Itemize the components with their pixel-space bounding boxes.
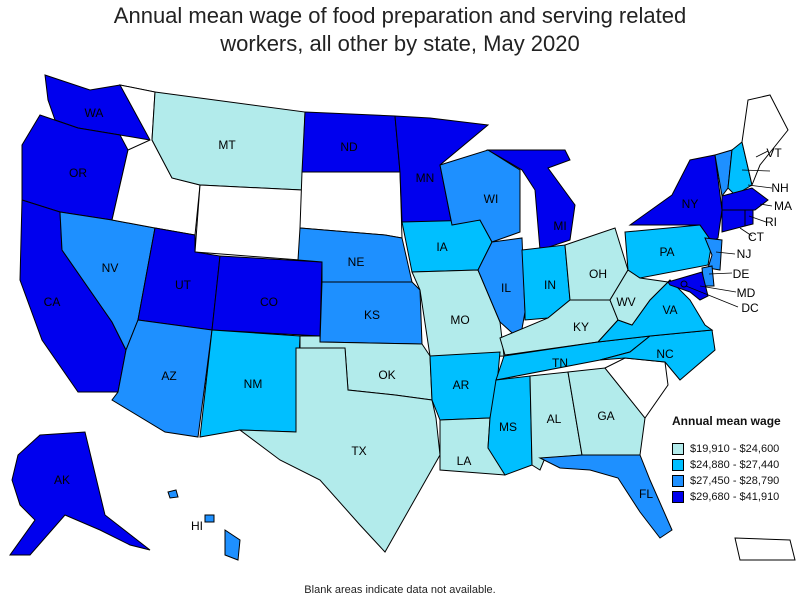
label-NY: NY [682, 197, 699, 211]
state-SC[interactable] [604, 357, 669, 419]
label-MS: MS [499, 420, 517, 434]
label-OK: OK [378, 368, 395, 382]
label-DC: DC [741, 301, 759, 315]
state-HI-islet-2[interactable] [204, 514, 215, 523]
label-NC: NC [656, 347, 674, 361]
label-AK: AK [54, 473, 70, 487]
legend: Annual mean wage $19,910 - $24,600 $24,8… [672, 414, 800, 505]
label-MO: MO [450, 313, 469, 327]
state-NJ[interactable] [704, 237, 723, 271]
state-GA[interactable] [567, 367, 646, 456]
legend-row: $19,910 - $24,600 [672, 441, 800, 457]
label-RI: RI [765, 215, 777, 229]
label-CA: CA [44, 295, 61, 309]
label-OH: OH [589, 267, 607, 281]
state-NC[interactable] [599, 329, 716, 381]
state-SD[interactable] [299, 171, 403, 239]
legend-label: $29,680 - $41,910 [690, 491, 780, 503]
label-KS: KS [364, 308, 380, 322]
label-VA: VA [662, 303, 677, 317]
legend-label: $19,910 - $24,600 [690, 443, 780, 455]
title-line-2: workers, all other by state, May 2020 [220, 31, 580, 56]
label-NV: NV [102, 261, 119, 275]
label-WA: WA [85, 106, 104, 120]
state-MI[interactable] [486, 149, 576, 251]
state-FL[interactable] [538, 454, 673, 539]
label-KY: KY [573, 320, 589, 334]
map-title: Annual mean wage of food preparation and… [0, 2, 800, 58]
label-WV: WV [616, 295, 635, 309]
label-MN: MN [416, 171, 435, 185]
label-UT: UT [175, 278, 192, 292]
label-MI: MI [553, 219, 566, 233]
label-IN: IN [544, 278, 556, 292]
label-LA: LA [457, 454, 472, 468]
label-NE: NE [348, 255, 365, 269]
label-FL: FL [639, 487, 653, 501]
label-DE: DE [733, 267, 750, 281]
label-TN: TN [552, 356, 568, 370]
label-NH: NH [771, 181, 788, 195]
state-RI[interactable] [744, 209, 754, 227]
label-IA: IA [436, 240, 447, 254]
state-HI-islet-1[interactable] [167, 489, 179, 499]
label-MT: MT [218, 138, 236, 152]
label-CT: CT [748, 230, 765, 244]
state-TX[interactable] [238, 347, 441, 553]
callout-lines [685, 150, 773, 308]
legend-swatch [672, 475, 684, 487]
legend-row: $24,880 - $27,440 [672, 457, 800, 473]
state-KS[interactable] [319, 281, 423, 345]
state-ME[interactable] [741, 94, 789, 187]
state-AK[interactable] [9, 431, 151, 556]
state-WY[interactable] [194, 184, 303, 261]
label-NM: NM [244, 377, 263, 391]
state-DC[interactable] [680, 280, 688, 288]
label-AR: AR [453, 378, 470, 392]
label-PA: PA [659, 245, 674, 259]
title-line-1: Annual mean wage of food preparation and… [113, 3, 687, 28]
footnote: Blank areas indicate data not available. [304, 584, 496, 596]
legend-row: $29,680 - $41,910 [672, 489, 800, 505]
label-IL: IL [501, 281, 511, 295]
label-OR: OR [69, 166, 87, 180]
legend-row: $27,450 - $28,790 [672, 473, 800, 489]
state-MD[interactable] [667, 271, 709, 301]
label-AZ: AZ [161, 369, 176, 383]
state-shapes [9, 74, 796, 561]
state-MA[interactable] [721, 187, 769, 211]
legend-swatch [672, 443, 684, 455]
label-MD: MD [737, 286, 756, 300]
legend-label: $27,450 - $28,790 [690, 475, 780, 487]
legend-swatch [672, 491, 684, 503]
label-NJ: NJ [737, 247, 752, 261]
label-AL: AL [547, 412, 562, 426]
label-HI: HI [191, 519, 203, 533]
legend-label: $24,880 - $27,440 [690, 459, 780, 471]
legend-swatch [672, 459, 684, 471]
label-CO: CO [260, 295, 278, 309]
label-MA: MA [774, 199, 792, 213]
legend-title: Annual mean wage [672, 414, 781, 428]
label-GA: GA [597, 409, 614, 423]
state-HI[interactable] [224, 529, 241, 561]
state-PR[interactable] [734, 537, 796, 561]
label-VT: VT [766, 146, 782, 160]
label-ND: ND [340, 140, 358, 154]
label-WI: WI [484, 192, 499, 206]
state-labels: WA OR CA NV MT UT CO AZ NM ND NE KS OK T… [44, 106, 792, 533]
state-HI-group [167, 489, 241, 561]
label-TX: TX [351, 444, 366, 458]
